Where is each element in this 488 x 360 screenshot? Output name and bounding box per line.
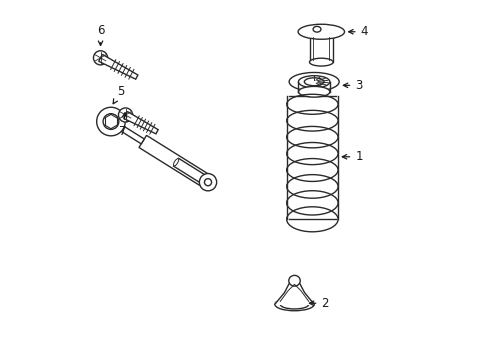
Ellipse shape xyxy=(288,72,339,91)
Ellipse shape xyxy=(309,58,332,66)
Text: 7: 7 xyxy=(119,113,126,138)
Text: 4: 4 xyxy=(348,25,367,38)
Ellipse shape xyxy=(93,51,107,65)
Ellipse shape xyxy=(304,78,324,86)
Ellipse shape xyxy=(288,275,300,286)
Ellipse shape xyxy=(199,174,216,191)
Text: 3: 3 xyxy=(343,79,362,92)
Polygon shape xyxy=(123,112,158,134)
Polygon shape xyxy=(139,135,207,185)
Ellipse shape xyxy=(173,159,178,166)
Ellipse shape xyxy=(298,86,329,97)
Polygon shape xyxy=(274,281,313,304)
Text: 5: 5 xyxy=(113,85,124,104)
Text: 6: 6 xyxy=(97,24,104,45)
Ellipse shape xyxy=(298,76,329,88)
Ellipse shape xyxy=(97,107,125,136)
Ellipse shape xyxy=(274,298,313,311)
Ellipse shape xyxy=(118,108,132,122)
Ellipse shape xyxy=(103,114,119,129)
Ellipse shape xyxy=(312,26,320,32)
Ellipse shape xyxy=(280,300,308,309)
Text: 1: 1 xyxy=(342,150,362,163)
Text: 2: 2 xyxy=(309,297,328,310)
Ellipse shape xyxy=(298,24,344,39)
Ellipse shape xyxy=(204,179,211,186)
Polygon shape xyxy=(99,54,138,79)
Polygon shape xyxy=(115,123,144,144)
